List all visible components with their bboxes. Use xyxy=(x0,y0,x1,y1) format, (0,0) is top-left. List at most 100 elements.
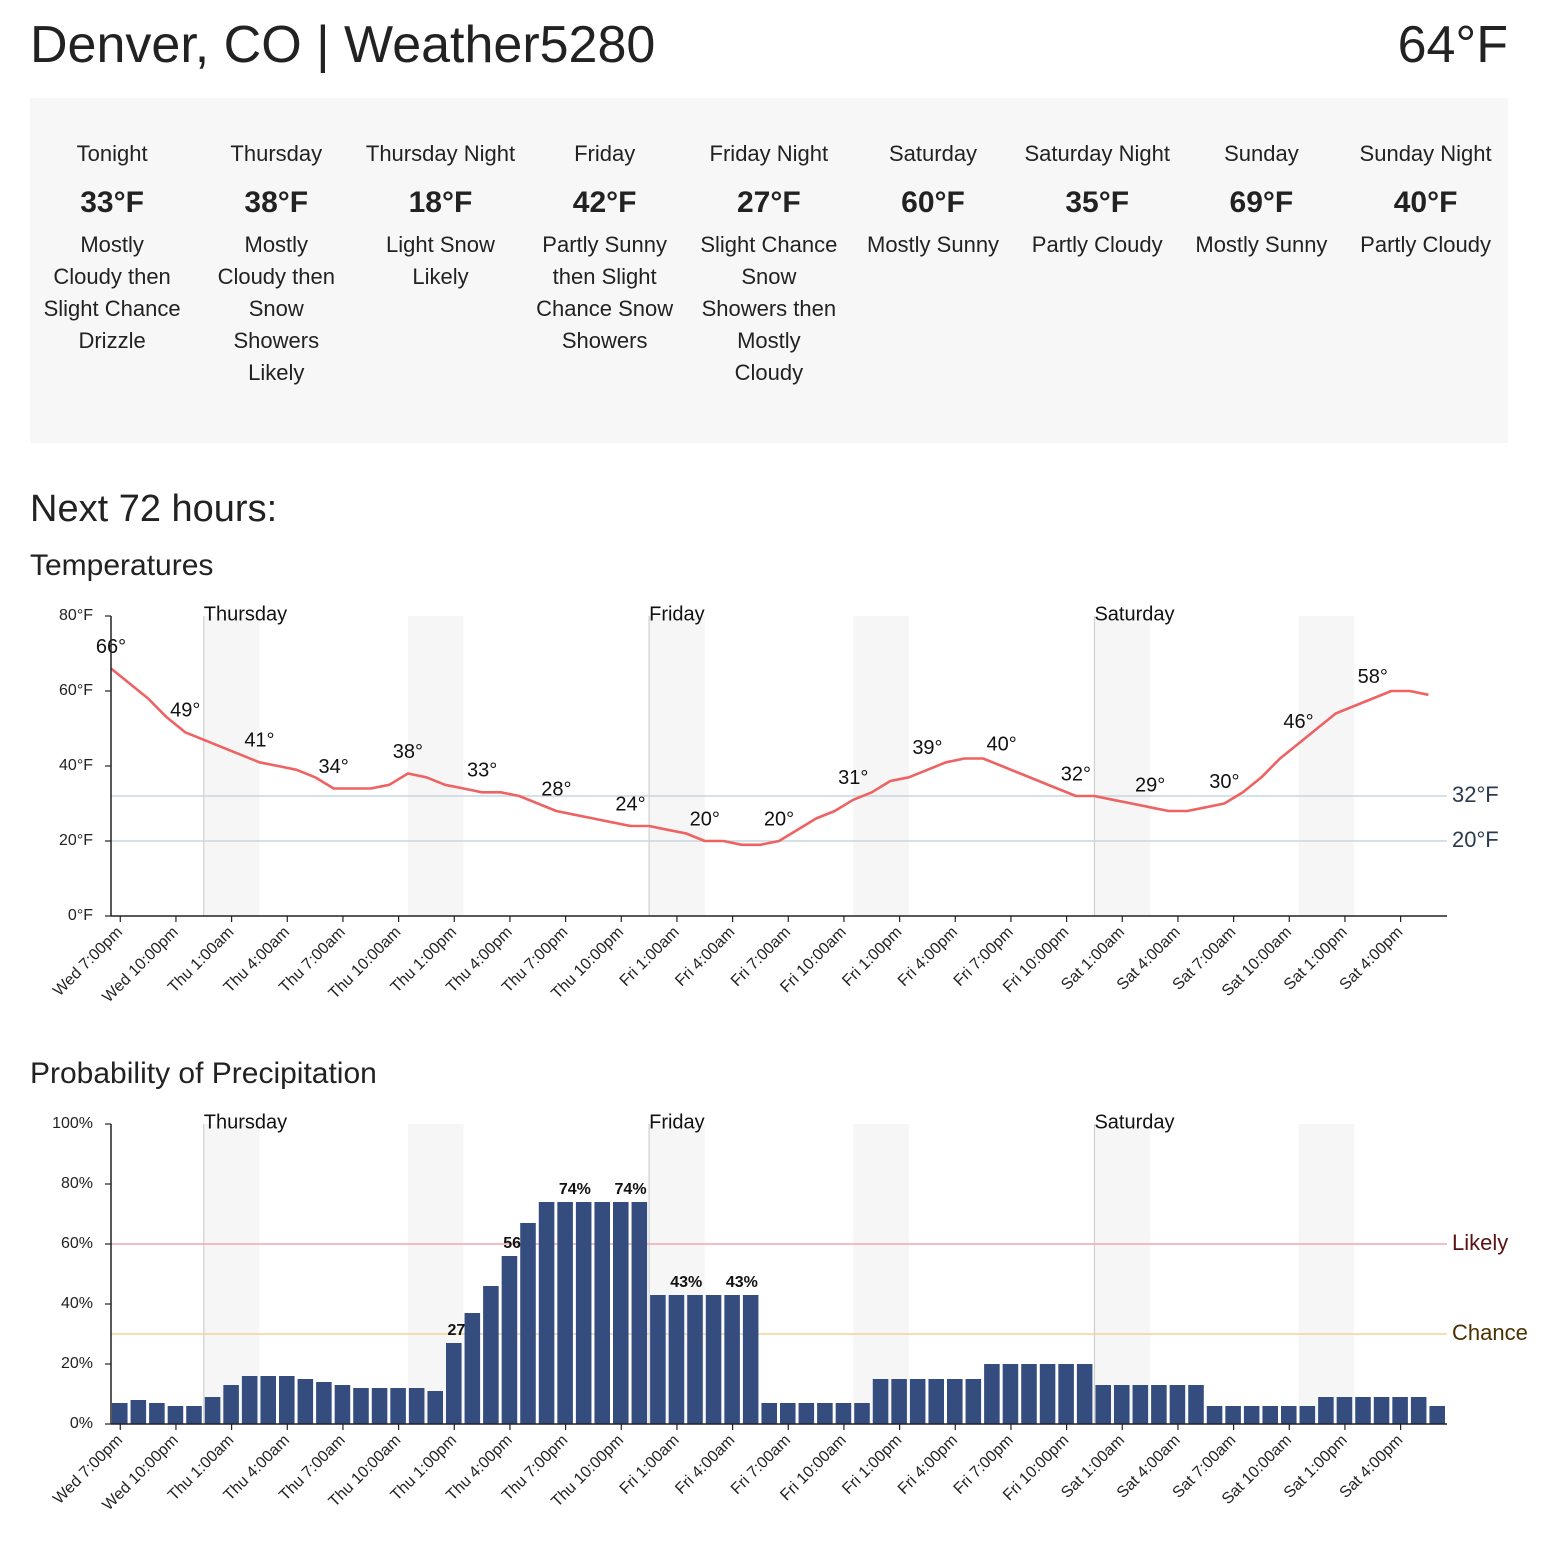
value-label: 74% xyxy=(615,1181,647,1198)
shade-band xyxy=(1094,1124,1151,1424)
forecast-period: Tonight 33°F Mostly Cloudy then Slight Cha… xyxy=(30,98,194,443)
bar xyxy=(371,1388,388,1424)
period-temp: 40°F xyxy=(1393,186,1458,219)
bar xyxy=(854,1403,870,1424)
y-tick-label: 40°F xyxy=(59,757,93,774)
bar xyxy=(353,1388,369,1424)
bar xyxy=(613,1202,629,1424)
value-label: 58° xyxy=(1358,666,1388,688)
value-label: 46° xyxy=(1283,711,1313,733)
value-label: 20° xyxy=(690,808,720,830)
x-tick-label: Fri 4:00am xyxy=(672,924,738,990)
period-description: Mostly Cloudy then Slight Chance Drizzle xyxy=(43,232,181,353)
bar xyxy=(334,1385,351,1424)
shade-band xyxy=(649,616,705,916)
bar xyxy=(483,1286,499,1424)
period-description: Slight Chance Snow Showers then Mostly C… xyxy=(700,232,838,385)
bar xyxy=(112,1403,128,1424)
bar xyxy=(1169,1385,1186,1424)
forecast-period: Friday Night 27°F Slight Chance Snow Showe… xyxy=(687,98,851,443)
bar xyxy=(984,1364,1000,1424)
period-name: Tonight xyxy=(76,141,148,166)
y-tick-label: 80% xyxy=(61,1175,93,1192)
bar xyxy=(724,1295,740,1424)
bar xyxy=(1336,1397,1353,1424)
shade-band xyxy=(407,616,464,916)
forecast-panel: Tonight 33°F Mostly Cloudy then Slight Cha… xyxy=(30,98,1508,443)
y-tick-label: 40% xyxy=(61,1295,93,1312)
bar xyxy=(464,1313,481,1424)
bar xyxy=(446,1343,462,1424)
y-tick-label: 100% xyxy=(52,1115,93,1132)
bar xyxy=(1392,1397,1408,1424)
bar xyxy=(1114,1385,1130,1424)
bar xyxy=(1058,1364,1074,1424)
period-temp: 69°F xyxy=(1229,186,1294,219)
day-label: Saturday xyxy=(1094,603,1174,625)
period-name: Saturday xyxy=(889,141,978,166)
bar xyxy=(872,1379,889,1424)
bar xyxy=(1410,1397,1427,1424)
value-label: 32° xyxy=(1061,763,1091,785)
value-label: 30° xyxy=(1209,771,1239,793)
y-tick-label: 20°F xyxy=(59,832,93,849)
bar xyxy=(1021,1364,1037,1424)
bar xyxy=(575,1202,592,1424)
shade-band xyxy=(1094,616,1151,916)
period-description: Light Snow Likely xyxy=(386,232,495,289)
bar xyxy=(297,1379,314,1424)
value-label: 34° xyxy=(319,756,349,778)
bar xyxy=(223,1385,239,1424)
bar xyxy=(835,1403,852,1424)
x-tick-label: Fri 1:00am xyxy=(617,924,683,990)
bar xyxy=(1095,1385,1111,1424)
period-name: Thursday Night xyxy=(365,141,516,166)
forecast-period: Sunday 69°F Mostly Sunny xyxy=(1179,98,1343,443)
chart-title: Temperatures xyxy=(30,549,213,582)
y-tick-label: 60°F xyxy=(59,682,93,699)
period-temp: 42°F xyxy=(572,186,637,219)
period-name: Friday Night xyxy=(709,141,829,166)
bar xyxy=(1243,1406,1260,1424)
bar xyxy=(1206,1406,1223,1424)
bar xyxy=(1373,1397,1390,1424)
shade-band xyxy=(1298,1124,1355,1424)
forecast-period: Thursday Night 18°F Light Snow Likely xyxy=(358,98,522,443)
bar xyxy=(1299,1406,1316,1424)
bar xyxy=(1429,1406,1445,1424)
period-description: Partly Cloudy xyxy=(1360,232,1492,257)
period-description: Partly Sunny then Slight Chance Snow Sho… xyxy=(536,232,674,353)
y-tick-label: 0% xyxy=(70,1415,93,1432)
bar xyxy=(761,1403,777,1424)
bar xyxy=(1132,1385,1149,1424)
y-tick-label: 20% xyxy=(61,1355,93,1372)
bar xyxy=(557,1202,573,1424)
section-title: Next 72 hours: xyxy=(30,488,278,530)
bar xyxy=(241,1376,258,1424)
bar xyxy=(1188,1385,1204,1424)
value-label: 39° xyxy=(912,737,942,759)
reference-label: Likely xyxy=(1452,1230,1508,1255)
bar xyxy=(780,1403,796,1424)
bar xyxy=(167,1406,184,1424)
bar xyxy=(687,1295,703,1424)
reference-label: Chance xyxy=(1452,1320,1528,1345)
period-name: Friday xyxy=(574,141,636,166)
bar xyxy=(1076,1364,1093,1424)
value-label: 74% xyxy=(559,1181,591,1198)
bar xyxy=(594,1202,610,1424)
x-tick-label: Fri 4:00pm xyxy=(895,924,961,990)
period-description: Mostly Cloudy then Snow Showers Likely xyxy=(217,232,335,385)
day-label: Thursday xyxy=(204,1111,287,1133)
value-label: 40° xyxy=(987,733,1017,755)
reference-label: 32°F xyxy=(1452,782,1499,807)
forecast-period: Saturday 60°F Mostly Sunny xyxy=(851,98,1015,443)
period-temp: 27°F xyxy=(736,186,801,219)
bar xyxy=(1151,1385,1167,1424)
y-tick-label: 60% xyxy=(61,1235,93,1252)
bar xyxy=(501,1256,518,1424)
bar xyxy=(316,1382,332,1424)
y-tick-label: 80°F xyxy=(59,607,93,624)
day-label: Friday xyxy=(649,603,705,625)
